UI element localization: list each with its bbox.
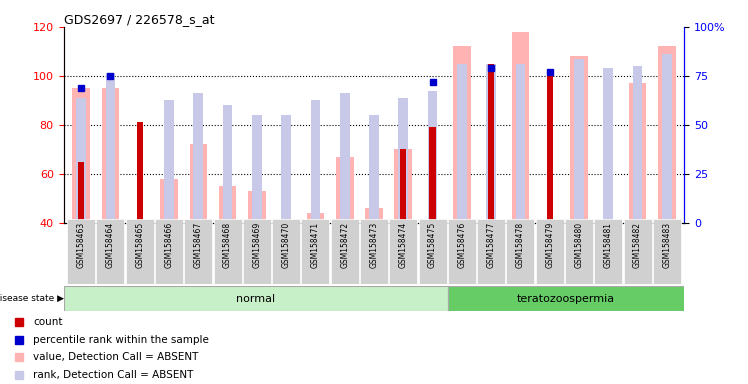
Bar [486, 64, 496, 321]
Bar [307, 213, 324, 321]
FancyBboxPatch shape [624, 219, 652, 284]
Bar [574, 59, 584, 321]
FancyBboxPatch shape [594, 219, 622, 284]
Bar [428, 91, 438, 321]
FancyBboxPatch shape [565, 219, 593, 284]
FancyBboxPatch shape [126, 219, 154, 284]
Bar [658, 46, 675, 321]
Text: GSM158471: GSM158471 [311, 222, 320, 268]
Bar [164, 100, 174, 321]
Bar [137, 122, 143, 321]
Bar [629, 83, 646, 321]
Text: GSM158476: GSM158476 [457, 222, 466, 268]
Text: GSM158467: GSM158467 [194, 222, 203, 268]
Text: GSM158478: GSM158478 [516, 222, 525, 268]
Bar [512, 32, 529, 321]
Text: GSM158463: GSM158463 [76, 222, 86, 268]
Bar [515, 64, 525, 321]
Bar [488, 64, 494, 321]
FancyBboxPatch shape [448, 219, 476, 284]
Text: GSM158482: GSM158482 [633, 222, 642, 268]
Bar [457, 64, 467, 321]
FancyBboxPatch shape [213, 219, 242, 284]
Bar [73, 88, 90, 321]
Text: GSM158477: GSM158477 [487, 222, 496, 268]
FancyBboxPatch shape [448, 286, 684, 311]
FancyBboxPatch shape [301, 219, 329, 284]
Text: GSM158475: GSM158475 [428, 222, 437, 268]
Text: teratozoospermia: teratozoospermia [517, 293, 615, 304]
FancyBboxPatch shape [536, 219, 564, 284]
Bar [400, 149, 406, 321]
FancyBboxPatch shape [184, 219, 212, 284]
Text: GSM158468: GSM158468 [223, 222, 232, 268]
FancyBboxPatch shape [64, 286, 448, 311]
FancyBboxPatch shape [67, 219, 95, 284]
Text: GSM158483: GSM158483 [662, 222, 672, 268]
Bar [336, 157, 354, 321]
Text: GSM158480: GSM158480 [574, 222, 583, 268]
Text: GSM158469: GSM158469 [252, 222, 261, 268]
Text: GSM158472: GSM158472 [340, 222, 349, 268]
Bar [278, 223, 295, 321]
FancyBboxPatch shape [419, 219, 447, 284]
Text: count: count [34, 317, 63, 327]
Text: GSM158464: GSM158464 [106, 222, 115, 268]
Bar [604, 68, 613, 321]
Bar [105, 73, 115, 321]
Bar [429, 127, 435, 321]
FancyBboxPatch shape [96, 219, 124, 284]
Bar [547, 76, 553, 321]
Bar [252, 115, 262, 321]
Bar [365, 208, 383, 321]
Text: percentile rank within the sample: percentile rank within the sample [34, 334, 209, 344]
Text: rank, Detection Call = ABSENT: rank, Detection Call = ABSENT [34, 370, 194, 380]
FancyBboxPatch shape [272, 219, 300, 284]
Bar [281, 115, 291, 321]
Bar [340, 93, 349, 321]
Bar [370, 115, 378, 321]
Text: GSM158474: GSM158474 [399, 222, 408, 268]
Text: normal: normal [236, 293, 275, 304]
Text: GSM158479: GSM158479 [545, 222, 554, 268]
Text: GSM158473: GSM158473 [370, 222, 378, 268]
FancyBboxPatch shape [389, 219, 417, 284]
Bar [453, 46, 470, 321]
Bar [633, 66, 643, 321]
Text: GSM158466: GSM158466 [165, 222, 174, 268]
FancyBboxPatch shape [331, 219, 359, 284]
Text: GSM158481: GSM158481 [604, 222, 613, 268]
Text: GSM158465: GSM158465 [135, 222, 144, 268]
Bar [248, 191, 266, 321]
Bar [310, 100, 320, 321]
Text: GSM158470: GSM158470 [282, 222, 291, 268]
Bar [662, 54, 672, 321]
Bar [399, 98, 408, 321]
Bar [78, 162, 85, 321]
FancyBboxPatch shape [653, 219, 681, 284]
Bar [570, 56, 588, 321]
Bar [194, 93, 203, 321]
Bar [189, 144, 207, 321]
FancyBboxPatch shape [360, 219, 388, 284]
Text: GDS2697 / 226578_s_at: GDS2697 / 226578_s_at [64, 13, 214, 26]
Bar [218, 186, 236, 321]
FancyBboxPatch shape [243, 219, 271, 284]
Text: value, Detection Call = ABSENT: value, Detection Call = ABSENT [34, 353, 199, 362]
Text: disease state ▶: disease state ▶ [0, 294, 64, 303]
Bar [223, 105, 233, 321]
FancyBboxPatch shape [477, 219, 505, 284]
Bar [160, 179, 178, 321]
FancyBboxPatch shape [155, 219, 183, 284]
Bar [102, 88, 119, 321]
FancyBboxPatch shape [506, 219, 535, 284]
Bar [394, 149, 412, 321]
Bar [76, 98, 86, 321]
